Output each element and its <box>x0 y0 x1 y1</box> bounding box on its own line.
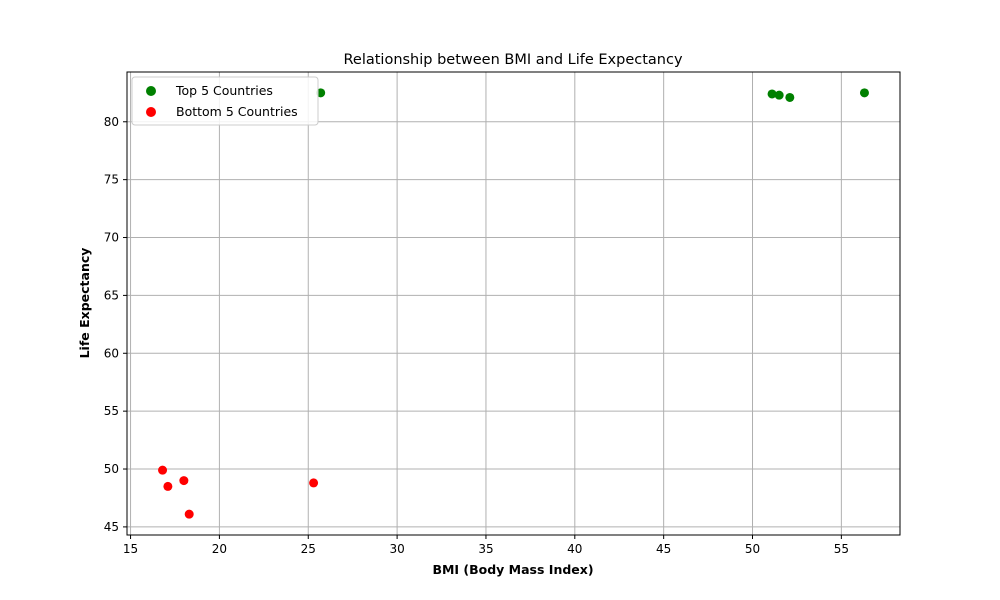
x-tick-label: 50 <box>745 542 760 556</box>
points-layer <box>158 88 869 519</box>
legend: Top 5 Countries Bottom 5 Countries <box>131 76 319 126</box>
top-country-point <box>785 92 795 102</box>
top-country-point <box>774 90 784 100</box>
grid-layer <box>127 72 900 535</box>
legend-box <box>131 76 319 126</box>
y-tick-label: 45 <box>104 520 119 534</box>
y-tick-label: 70 <box>104 231 119 245</box>
bottom-country-point <box>163 481 173 491</box>
legend-label-bottom: Bottom 5 Countries <box>176 104 298 119</box>
x-tick-label: 15 <box>123 542 138 556</box>
y-tick-label: 65 <box>104 288 119 302</box>
top-country-point <box>767 89 777 99</box>
x-tick-label: 40 <box>567 542 582 556</box>
plot-frame <box>126 71 901 536</box>
bottom-country-point <box>158 465 168 475</box>
x-tick-label: 30 <box>389 542 404 556</box>
legend-marker-bottom <box>146 107 156 117</box>
y-tick-label: 50 <box>104 462 119 476</box>
x-tick-label: 35 <box>478 542 493 556</box>
x-tick-label: 55 <box>834 542 849 556</box>
top-country-point <box>859 88 869 98</box>
bottom-country-point <box>184 509 194 519</box>
y-tick-label: 55 <box>104 404 119 418</box>
x-axis-label: BMI (Body Mass Index) <box>432 562 593 577</box>
bottom-country-point <box>309 478 319 488</box>
bottom-country-point <box>179 476 189 486</box>
y-tick-label: 80 <box>104 115 119 129</box>
legend-label-top: Top 5 Countries <box>175 83 273 98</box>
legend-marker-top <box>146 86 156 96</box>
x-tick-label: 20 <box>212 542 227 556</box>
chart-title: Relationship between BMI and Life Expect… <box>343 52 682 68</box>
y-tick-label: 75 <box>104 173 119 187</box>
x-tick-label: 25 <box>301 542 316 556</box>
y-tick-label: 60 <box>104 346 119 360</box>
x-tick-label: 45 <box>656 542 671 556</box>
y-axis-label: Life Expectancy <box>77 248 92 359</box>
ticks-layer: 15 20 25 30 35 40 45 50 55 45 50 55 60 65 70 75 80 <box>104 115 849 556</box>
